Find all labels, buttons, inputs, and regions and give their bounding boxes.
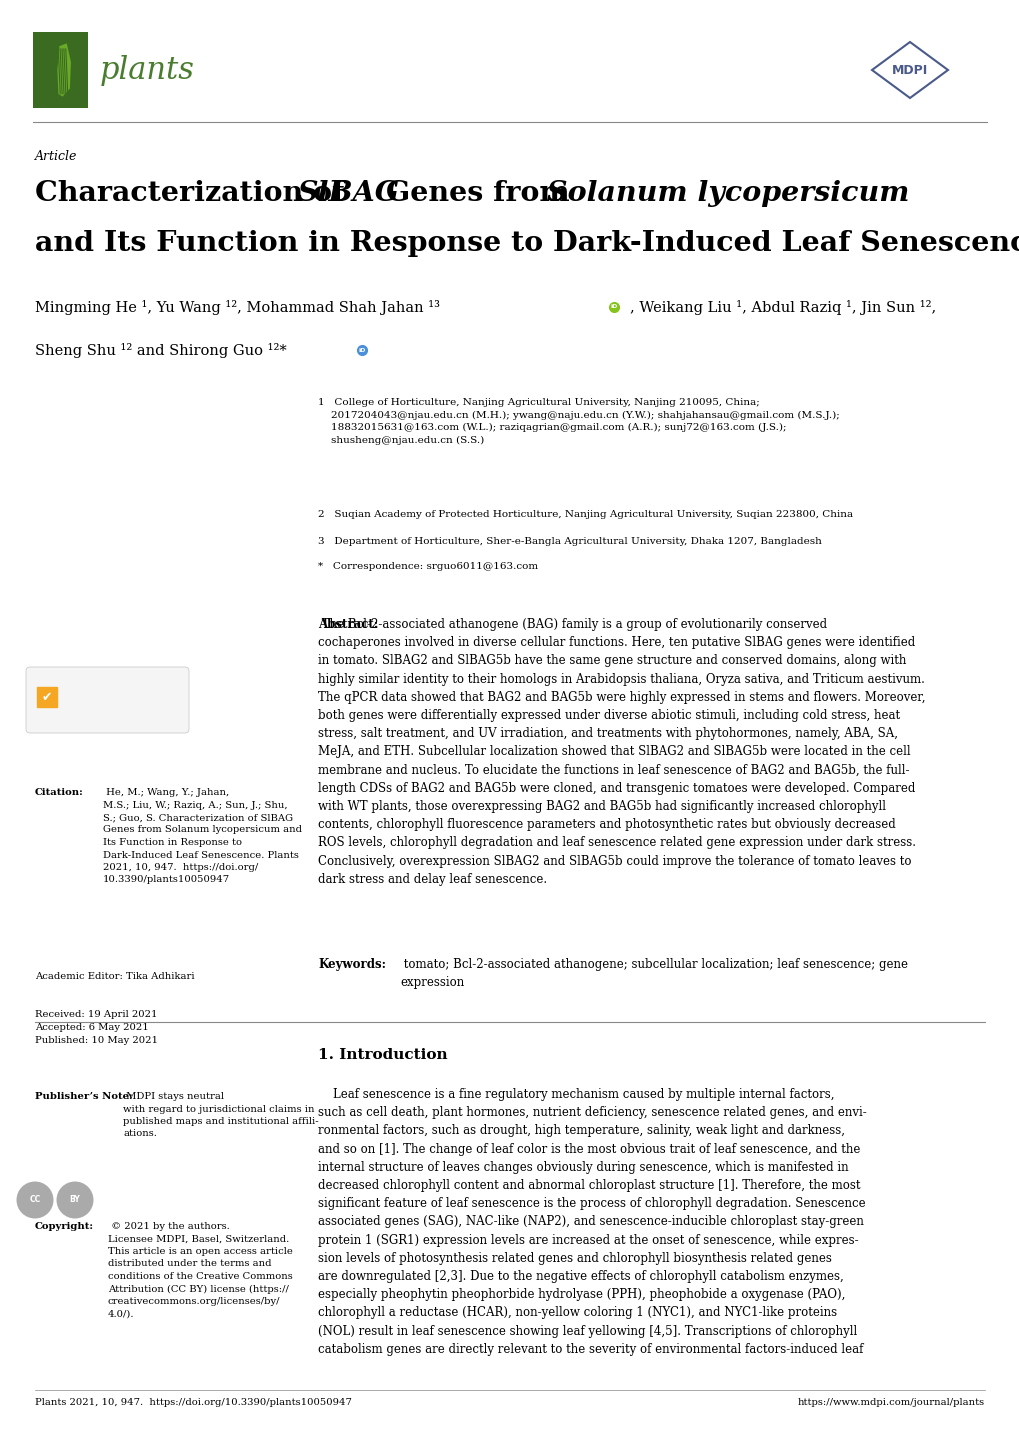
Text: 1. Introduction: 1. Introduction bbox=[318, 1048, 447, 1061]
Bar bbox=[33, 32, 88, 108]
Text: Abstract:: Abstract: bbox=[318, 619, 378, 632]
Text: Solanum lycopersicum: Solanum lycopersicum bbox=[546, 180, 909, 208]
Text: © 2021 by the authors.
Licensee MDPI, Basel, Switzerland.
This article is an ope: © 2021 by the authors. Licensee MDPI, Ba… bbox=[108, 1221, 292, 1318]
Circle shape bbox=[16, 1181, 53, 1218]
Circle shape bbox=[56, 1181, 94, 1218]
Text: Plants 2021, 10, 947.  https://doi.org/10.3390/plants10050947: Plants 2021, 10, 947. https://doi.org/10… bbox=[35, 1397, 352, 1407]
Text: tomato; Bcl-2-associated athanogene; subcellular localization; leaf senescence; : tomato; Bcl-2-associated athanogene; sub… bbox=[399, 957, 907, 989]
Polygon shape bbox=[57, 43, 71, 97]
Text: Academic Editor: Tika Adhikari: Academic Editor: Tika Adhikari bbox=[35, 972, 195, 981]
Text: ✔: ✔ bbox=[42, 691, 52, 704]
Text: Mingming He ¹, Yu Wang ¹², Mohammad Shah Jahan ¹³: Mingming He ¹, Yu Wang ¹², Mohammad Shah… bbox=[35, 300, 439, 314]
Text: Article: Article bbox=[35, 150, 77, 163]
Text: iD: iD bbox=[609, 304, 618, 310]
Text: updates: updates bbox=[73, 702, 114, 711]
Text: *   Correspondence: srguo6011@163.com: * Correspondence: srguo6011@163.com bbox=[318, 562, 538, 571]
Text: Genes from: Genes from bbox=[376, 180, 579, 208]
Text: Copyright:: Copyright: bbox=[35, 1221, 94, 1231]
Text: Leaf senescence is a fine regulatory mechanism caused by multiple internal facto: Leaf senescence is a fine regulatory mec… bbox=[318, 1089, 866, 1355]
Text: He, M.; Wang, Y.; Jahan,
M.S.; Liu, W.; Raziq, A.; Sun, J.; Shu,
S.; Guo, S. Cha: He, M.; Wang, Y.; Jahan, M.S.; Liu, W.; … bbox=[103, 787, 302, 884]
Text: Characterization of: Characterization of bbox=[35, 180, 354, 208]
Text: Keywords:: Keywords: bbox=[318, 957, 385, 970]
Text: Sheng Shu ¹² and Shirong Guo ¹²*: Sheng Shu ¹² and Shirong Guo ¹²* bbox=[35, 343, 286, 358]
Text: SlBAG: SlBAG bbox=[298, 180, 399, 208]
Text: MDPI stays neutral
with regard to jurisdictional claims in
published maps and in: MDPI stays neutral with regard to jurisd… bbox=[123, 1092, 318, 1139]
Text: MDPI: MDPI bbox=[891, 63, 927, 76]
Text: 1   College of Horticulture, Nanjing Agricultural University, Nanjing 210095, Ch: 1 College of Horticulture, Nanjing Agric… bbox=[318, 398, 839, 446]
Text: The Bcl-2-associated athanogene (BAG) family is a group of evolutionarily conser: The Bcl-2-associated athanogene (BAG) fa… bbox=[318, 619, 924, 885]
Text: iD: iD bbox=[358, 348, 366, 352]
Text: Citation:: Citation: bbox=[35, 787, 84, 797]
Text: check for: check for bbox=[73, 686, 108, 695]
Text: https://www.mdpi.com/journal/plants: https://www.mdpi.com/journal/plants bbox=[797, 1397, 984, 1407]
Text: 2   Suqian Academy of Protected Horticulture, Nanjing Agricultural University, S: 2 Suqian Academy of Protected Horticultu… bbox=[318, 510, 852, 519]
Text: and Its Function in Response to Dark-Induced Leaf Senescence: and Its Function in Response to Dark-Ind… bbox=[35, 231, 1019, 257]
Text: , Weikang Liu ¹, Abdul Raziq ¹, Jin Sun ¹²,: , Weikang Liu ¹, Abdul Raziq ¹, Jin Sun … bbox=[630, 300, 935, 314]
Text: plants: plants bbox=[100, 55, 195, 85]
Text: Publisher’s Note:: Publisher’s Note: bbox=[35, 1092, 132, 1102]
Text: Received: 19 April 2021
Accepted: 6 May 2021
Published: 10 May 2021: Received: 19 April 2021 Accepted: 6 May … bbox=[35, 1009, 158, 1045]
FancyBboxPatch shape bbox=[25, 668, 189, 733]
Text: 3   Department of Horticulture, Sher-e-Bangla Agricultural University, Dhaka 120: 3 Department of Horticulture, Sher-e-Ban… bbox=[318, 536, 821, 547]
Text: CC: CC bbox=[30, 1195, 41, 1204]
Text: BY: BY bbox=[69, 1195, 81, 1204]
